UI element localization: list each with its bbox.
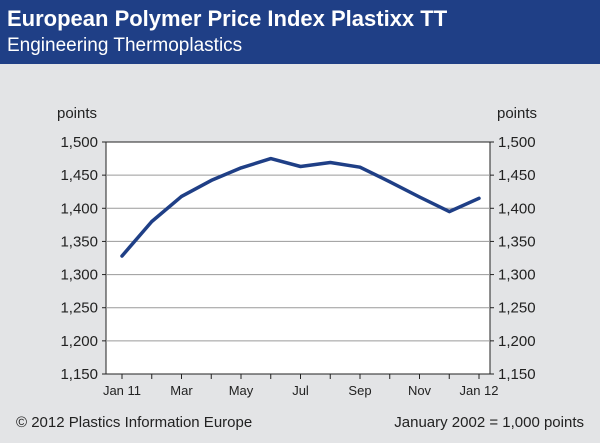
x-tick-label: Sep xyxy=(348,383,371,398)
data-point xyxy=(120,254,124,258)
data-point xyxy=(358,165,362,169)
y-tick-label-left: 1,300 xyxy=(60,267,98,284)
y-tick-label-left: 1,500 xyxy=(60,134,98,151)
y-tick-label-right: 1,200 xyxy=(498,333,536,350)
y-tick-label-right: 1,150 xyxy=(498,366,536,383)
x-tick-label: Jul xyxy=(292,383,309,398)
y-tick-label-right: 1,500 xyxy=(498,134,536,151)
y-tick-label-left: 1,150 xyxy=(60,366,98,383)
copyright-note: © 2012 Plastics Information Europe xyxy=(16,414,253,431)
axis-ticks xyxy=(102,141,494,379)
data-point xyxy=(180,194,183,198)
right-axis-unit-label: points xyxy=(497,105,537,122)
chart-title: European Polymer Price Index Plastixx TT xyxy=(7,6,448,31)
data-point xyxy=(328,161,332,165)
y-tick-label-left: 1,250 xyxy=(60,300,98,317)
series-layer xyxy=(120,156,481,258)
x-tick-label: May xyxy=(229,383,254,398)
y-tick-label-right: 1,250 xyxy=(498,300,536,317)
y-tick-label-left: 1,400 xyxy=(60,200,98,217)
axis-labels: 1,150 1,150 1,200 1,200 1,250 1,250 1,300 1,300… xyxy=(60,134,535,398)
y-tick-label-left: 1,200 xyxy=(60,333,98,350)
x-tick-label: Jan 12 xyxy=(459,383,498,398)
data-point xyxy=(447,210,451,214)
index-base-note: January 2002 = 1,000 points xyxy=(394,414,584,431)
y-tick-label-right: 1,450 xyxy=(498,167,536,184)
y-tick-label-left: 1,450 xyxy=(60,167,98,184)
x-tick-label: Jan 11 xyxy=(103,383,141,398)
data-point xyxy=(269,157,273,161)
data-point xyxy=(209,178,213,182)
left-axis-unit-label: points xyxy=(57,105,97,122)
data-point xyxy=(388,180,392,184)
y-tick-label-left: 1,350 xyxy=(60,233,98,250)
plot-area xyxy=(105,141,491,375)
data-point xyxy=(418,195,421,199)
x-tick-label: Nov xyxy=(408,383,432,398)
data-point xyxy=(477,196,481,200)
y-tick-label-right: 1,300 xyxy=(498,267,536,284)
y-tick-label-right: 1,400 xyxy=(498,200,536,217)
y-tick-label-right: 1,350 xyxy=(498,233,536,250)
chart-header: European Polymer Price Index Plastixx TT… xyxy=(0,0,600,64)
data-point xyxy=(150,220,154,224)
chart-subtitle: Engineering Thermoplastics xyxy=(7,35,243,56)
data-point xyxy=(299,165,302,169)
x-tick-label: Mar xyxy=(170,383,193,398)
data-point xyxy=(239,166,243,170)
